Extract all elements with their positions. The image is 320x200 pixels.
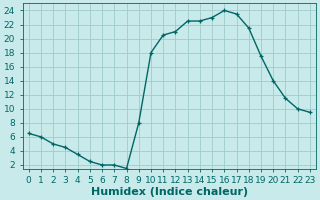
- X-axis label: Humidex (Indice chaleur): Humidex (Indice chaleur): [91, 187, 248, 197]
